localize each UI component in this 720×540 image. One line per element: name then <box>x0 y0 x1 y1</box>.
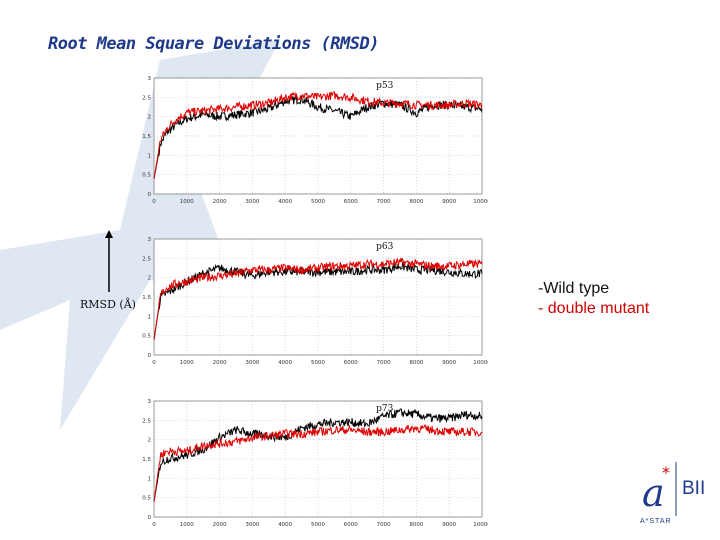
series-line-mutant <box>153 257 483 340</box>
legend-wild-type: -Wild type <box>538 280 610 297</box>
y-tick-label: 2.5 <box>142 256 151 262</box>
y-tick-label: 1.5 <box>142 134 151 140</box>
y-tick-label: 2 <box>148 115 152 121</box>
x-tick-label: 5000 <box>311 199 325 205</box>
y-tick-label: 0 <box>148 192 152 198</box>
x-tick-label: 7000 <box>377 199 391 205</box>
y-tick-label: 3 <box>148 399 152 405</box>
x-tick-label: 0 <box>152 199 156 205</box>
astar-logo-icon: a * <box>642 462 677 516</box>
y-tick-label: 2.5 <box>142 95 151 101</box>
x-tick-label: 2000 <box>213 360 227 366</box>
x-tick-label: 3000 <box>245 522 259 528</box>
y-tick-label: 2 <box>148 276 152 282</box>
x-tick-label: 3000 <box>245 199 259 205</box>
x-tick-label: 1000 <box>180 199 194 205</box>
chart-title: p63 <box>376 242 393 252</box>
logo-subtitle: A*STAR <box>640 518 672 525</box>
plot-p73: 0 1000 2000 3000 4000 5000 6000 7000 8000 9000 100… <box>142 399 488 528</box>
y-tick-label: 1.5 <box>142 295 151 301</box>
chart-title: p53 <box>376 81 393 91</box>
x-tick-label: 8000 <box>409 360 423 366</box>
series-line-wild <box>153 95 483 179</box>
x-tick-label: 6000 <box>344 522 358 528</box>
x-tick-label: 2000 <box>213 199 227 205</box>
x-tick-label: 7000 <box>377 522 391 528</box>
x-tick-label: 0 <box>152 522 156 528</box>
y-axis-label: RMSD (Å) <box>80 298 136 311</box>
x-tick-label: 8000 <box>409 199 423 205</box>
y-tick-label: 0.5 <box>142 173 151 179</box>
x-tick-label: 0 <box>152 360 156 366</box>
y-tick-label: 2 <box>148 438 152 444</box>
x-tick-label: 4000 <box>278 360 292 366</box>
slide-title: Root Mean Square Deviations (RMSD) <box>48 34 380 54</box>
y-tick-label: 2.5 <box>142 418 151 424</box>
x-tick-label: 7000 <box>377 360 391 366</box>
y-tick-label: 0.5 <box>142 496 151 502</box>
up-arrow-icon <box>105 230 113 292</box>
series-line-mutant <box>153 91 483 179</box>
x-tick-label: 5000 <box>311 522 325 528</box>
x-tick-label: 9000 <box>442 360 456 366</box>
x-tick-label: 4000 <box>278 199 292 205</box>
plot-p53: 0 1000 2000 3000 4000 5000 6000 7000 8000 9000 100… <box>142 76 488 205</box>
svg-text:*: * <box>662 463 670 482</box>
x-tick-label: 6000 <box>344 360 358 366</box>
y-tick-label: 1.5 <box>142 457 151 463</box>
x-tick-label: 8000 <box>409 522 423 528</box>
x-tick-label: 5000 <box>311 360 325 366</box>
x-tick-label: 1000 <box>180 522 194 528</box>
x-tick-label: 9000 <box>442 199 456 205</box>
logo-text: BII <box>682 478 706 499</box>
x-tick-label: 2000 <box>213 522 227 528</box>
bii-logo: a * BII A*STAR <box>636 462 716 534</box>
y-tick-label: 0 <box>148 353 152 359</box>
svg-text:a: a <box>642 471 665 515</box>
legend-double-mutant: - double mutant <box>538 300 650 317</box>
y-tick-label: 1 <box>148 476 152 482</box>
y-tick-label: 0.5 <box>142 334 151 340</box>
x-tick-label: 6000 <box>344 199 358 205</box>
legend: -Wild type - double mutant <box>538 279 649 319</box>
y-axis-annotation: RMSD (Å) <box>76 230 136 340</box>
x-tick-label: 9000 <box>442 522 456 528</box>
plot-p63: 0 1000 2000 3000 4000 5000 6000 7000 8000 9000 100… <box>142 237 488 366</box>
x-tick-label: 1000 <box>180 360 194 366</box>
series-line-mutant <box>153 424 483 502</box>
x-tick-label: 4000 <box>278 522 292 528</box>
x-tick-label: 3000 <box>245 360 259 366</box>
y-tick-label: 1 <box>148 314 152 320</box>
y-tick-label: 3 <box>148 76 152 82</box>
y-tick-label: 3 <box>148 237 152 243</box>
y-tick-label: 0 <box>148 515 152 521</box>
y-tick-label: 1 <box>148 153 152 159</box>
chart-title: p73 <box>376 404 393 414</box>
